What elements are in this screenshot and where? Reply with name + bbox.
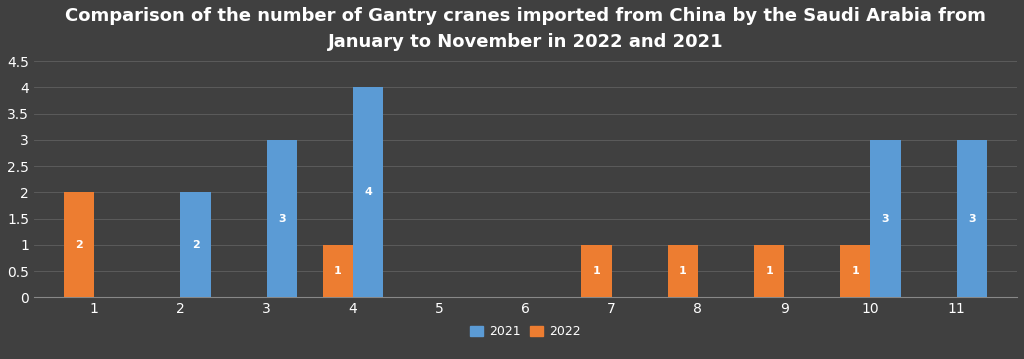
Bar [754,245,784,298]
Text: 3: 3 [278,214,286,224]
Legend: 2021, 2022: 2021, 2022 [465,320,586,343]
Text: 3: 3 [968,214,976,224]
Bar [870,140,901,298]
Text: 1: 1 [679,266,687,276]
Text: 2: 2 [75,240,83,250]
Bar [956,140,987,298]
Bar [668,245,698,298]
Text: 1: 1 [334,266,342,276]
Bar [841,245,870,298]
Text: 3: 3 [882,214,889,224]
Bar [63,192,94,298]
Text: 1: 1 [593,266,600,276]
Bar [323,245,353,298]
Text: 2: 2 [191,240,200,250]
Title: Comparison of the number of Gantry cranes imported from China by the Saudi Arabi: Comparison of the number of Gantry crane… [65,7,986,51]
Text: 4: 4 [365,187,372,197]
Bar [353,88,383,298]
Bar [266,140,297,298]
Text: 1: 1 [852,266,859,276]
Bar [582,245,611,298]
Bar [180,192,211,298]
Text: 1: 1 [765,266,773,276]
